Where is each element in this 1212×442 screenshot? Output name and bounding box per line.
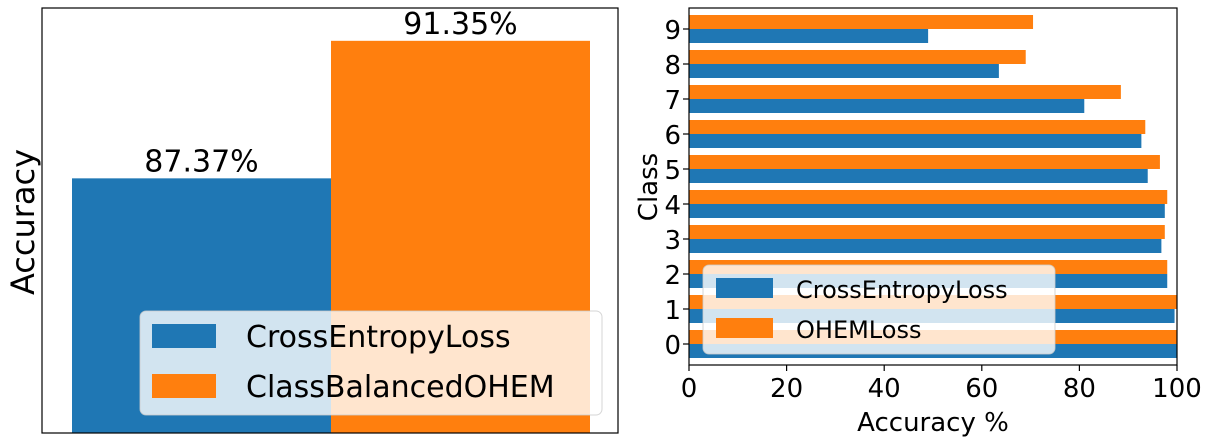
right-legend-swatch-crossentropy [716, 278, 773, 298]
left-legend: CrossEntropyLoss ClassBalancedOHEM [139, 310, 603, 416]
left-legend-swatch-crossentropy [152, 324, 216, 348]
bar-label-classbalancedohem: 91.35% [403, 7, 517, 42]
hbar-crossentropyloss-class-6 [689, 134, 1142, 148]
right-legend-label-crossentropy: CrossEntropyLoss [796, 276, 1008, 304]
y-tick-label: 5 [664, 156, 681, 186]
hbar-ohemloss-class-8 [689, 50, 1026, 64]
hbar-crossentropyloss-class-7 [689, 99, 1085, 113]
right-legend-box [702, 264, 1056, 355]
hbar-ohemloss-class-5 [689, 155, 1160, 169]
hbar-ohemloss-class-9 [689, 15, 1034, 29]
left-legend-box [139, 310, 603, 416]
hbar-ohemloss-class-7 [689, 85, 1121, 99]
left-legend-swatch-classbalancedohem [152, 374, 216, 398]
x-tick-label: 0 [681, 374, 698, 404]
right-legend-swatch-ohem [716, 318, 773, 338]
hbar-ohemloss-class-6 [689, 120, 1146, 134]
y-tick-label: 6 [664, 121, 681, 151]
x-tick-label: 20 [770, 374, 803, 404]
y-tick-label: 4 [664, 191, 681, 221]
right-legend-label-ohem: OHEMLoss [796, 316, 921, 344]
y-tick-label: 3 [664, 226, 681, 256]
x-tick-label: 40 [868, 374, 901, 404]
left-y-axis-label: Accuracy [4, 149, 42, 295]
hbar-crossentropyloss-class-8 [689, 64, 999, 78]
y-tick-label: 7 [664, 86, 681, 116]
left-chart: Accuracy 87.37% 91.35% CrossEntropyLoss … [4, 7, 619, 434]
right-legend: CrossEntropyLoss OHEMLoss [702, 264, 1056, 355]
hbar-crossentropyloss-class-3 [689, 239, 1162, 253]
y-tick-label: 0 [664, 331, 681, 361]
bar-label-crossentropy: 87.37% [144, 144, 258, 179]
hbar-crossentropyloss-class-4 [689, 204, 1165, 218]
left-plot-frame [41, 7, 619, 434]
y-tick-label: 2 [664, 261, 681, 291]
right-chart: 0 1 2 3 4 5 6 7 8 9 0 20 40 60 80 100 Accuracy % Class… [634, 7, 1202, 438]
x-tick-label: 80 [1063, 374, 1096, 404]
right-y-axis-label: Class [634, 153, 664, 221]
right-plot-frame [688, 7, 1178, 366]
hbar-crossentropyloss-class-5 [689, 169, 1148, 183]
y-tick-label: 8 [664, 51, 681, 81]
y-tick-label: 1 [664, 296, 681, 326]
hbar-ohemloss-class-4 [689, 190, 1168, 204]
hbar-ohemloss-class-3 [689, 225, 1165, 239]
y-tick-label: 9 [664, 16, 681, 46]
left-legend-label-classbalancedohem: ClassBalancedOHEM [246, 370, 555, 405]
left-legend-label-crossentropy: CrossEntropyLoss [246, 320, 511, 355]
x-tick-label: 100 [1152, 374, 1202, 404]
hbar-crossentropyloss-class-9 [689, 29, 929, 43]
x-tick-label: 60 [965, 374, 998, 404]
right-x-axis-label: Accuracy % [857, 408, 1009, 438]
